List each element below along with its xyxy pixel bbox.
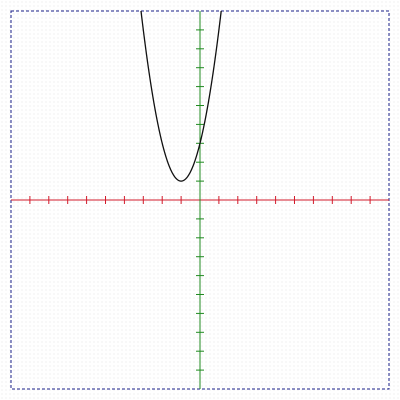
parabola-curve bbox=[124, 0, 237, 181]
